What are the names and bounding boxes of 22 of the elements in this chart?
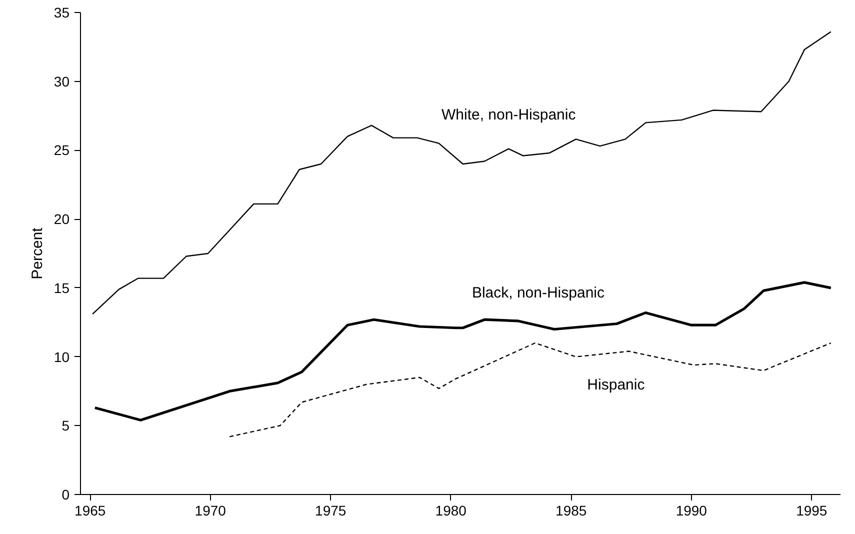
y-tick-label: 0 (62, 486, 70, 502)
line-series (229, 342, 832, 438)
y-tick-label: 5 (62, 418, 70, 434)
x-tick-label: 1970 (194, 502, 226, 518)
y-tick-label: 30 (54, 73, 70, 90)
x-tick-label: 1965 (74, 502, 106, 518)
series-label: White, non-Hispanic (441, 106, 576, 124)
line-series (94, 281, 832, 422)
x-tick-label: 1985 (556, 502, 587, 518)
x-tick-label: 1995 (796, 502, 828, 518)
y-tick-label: 20 (54, 211, 70, 228)
y-tick-label: 35 (54, 4, 70, 20)
series-label: Hispanic (587, 376, 646, 394)
x-tick-label: 1975 (315, 502, 346, 518)
y-tick-label: 25 (54, 142, 70, 158)
y-axis-title: Percent (28, 226, 46, 280)
y-tick-label: 15 (54, 280, 70, 296)
series-label: Black, non-Hispanic (472, 284, 605, 302)
x-tick-label: 1980 (435, 502, 467, 518)
y-tick-label: 10 (54, 348, 70, 365)
x-tick-label: 1990 (676, 502, 708, 518)
line-series (92, 31, 832, 315)
